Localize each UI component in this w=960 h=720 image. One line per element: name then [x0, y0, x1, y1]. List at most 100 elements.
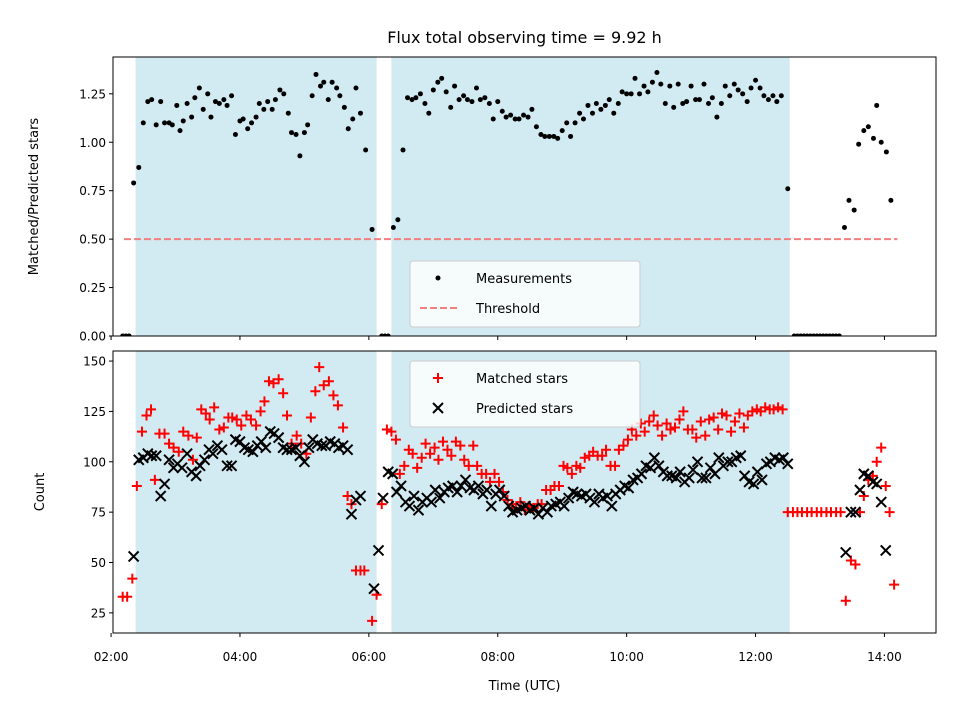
data-point	[425, 496, 438, 508]
data-point	[477, 97, 483, 103]
data-point	[290, 441, 302, 454]
data-point	[835, 507, 846, 518]
y-axis-label: Matched/Predicted stars	[27, 118, 42, 276]
data-point	[269, 106, 275, 112]
data-point	[325, 97, 331, 103]
data-point	[606, 97, 612, 103]
data-point	[442, 444, 453, 455]
data-point	[126, 333, 132, 336]
data-point	[671, 104, 677, 110]
data-point	[512, 116, 518, 122]
data-point	[472, 480, 485, 492]
data-point	[701, 81, 707, 87]
data-point	[463, 460, 474, 471]
data-point	[231, 414, 242, 425]
legend: Matched stars Predicted stars	[409, 360, 641, 428]
series-x	[127, 425, 892, 595]
data-point	[434, 492, 446, 504]
data-point	[880, 544, 892, 557]
data-point	[624, 91, 630, 97]
data-point	[341, 443, 354, 456]
data-point	[422, 101, 428, 106]
data-point	[704, 462, 717, 474]
data-point	[705, 101, 711, 106]
legend: Measurements Threshold	[409, 260, 641, 328]
data-point	[437, 436, 448, 447]
data-point	[713, 452, 725, 464]
data-point	[585, 102, 591, 108]
data-point	[553, 480, 564, 491]
data-point	[889, 579, 900, 590]
data-point	[601, 490, 614, 502]
data-point	[542, 133, 548, 139]
data-point	[169, 122, 175, 128]
data-point	[850, 559, 861, 570]
data-point	[555, 135, 561, 141]
data-point	[489, 468, 500, 479]
data-point	[180, 118, 186, 124]
data-point	[525, 114, 531, 120]
series-dot	[120, 70, 894, 336]
data-point	[757, 85, 763, 91]
data-point	[227, 412, 238, 423]
data-point	[394, 468, 405, 479]
data-point	[429, 442, 440, 453]
data-point	[357, 110, 363, 116]
data-point	[369, 226, 375, 232]
data-point	[149, 97, 155, 103]
data-point	[684, 99, 690, 105]
data-point	[734, 408, 745, 419]
data-point	[846, 197, 852, 203]
data-point	[209, 402, 220, 413]
data-point	[430, 87, 436, 93]
data-point	[334, 85, 340, 91]
data-point	[657, 430, 668, 441]
data-point	[653, 460, 665, 472]
data-point	[192, 95, 198, 101]
data-point	[439, 75, 445, 81]
data-point	[395, 217, 401, 223]
data-point	[381, 424, 392, 435]
y-tick-label: 0.25	[79, 281, 106, 295]
data-point	[738, 422, 749, 433]
plot-frame	[112, 350, 937, 634]
y-tick-label: 1.00	[79, 136, 106, 150]
legend-label: Predicted stars	[476, 402, 573, 417]
data-point	[281, 443, 293, 456]
data-point	[225, 460, 238, 472]
data-point	[575, 462, 586, 473]
data-point	[281, 91, 287, 97]
data-point	[289, 130, 295, 136]
data-point	[538, 132, 544, 137]
data-point	[149, 474, 160, 485]
chart-title: Flux total observing time = 9.92 h	[387, 28, 662, 47]
data-point	[588, 496, 601, 508]
data-point	[628, 91, 634, 97]
legend-box	[409, 360, 641, 428]
data-point	[376, 499, 387, 510]
data-point	[194, 460, 206, 472]
data-point	[159, 428, 170, 439]
data-point	[184, 101, 190, 106]
data-point	[562, 492, 575, 504]
data-point	[875, 496, 887, 508]
data-point	[187, 454, 198, 465]
data-point	[878, 139, 884, 145]
data-point	[883, 149, 889, 155]
data-point	[751, 466, 764, 478]
data-point	[644, 416, 655, 427]
data-point	[622, 434, 633, 445]
data-point	[503, 500, 515, 512]
data-point	[122, 591, 133, 602]
data-point	[469, 99, 475, 105]
data-point	[641, 83, 647, 89]
data-point	[695, 416, 706, 427]
data-point	[146, 404, 157, 415]
data-point	[639, 426, 650, 437]
data-point	[619, 89, 625, 95]
data-point	[345, 126, 351, 132]
data-point	[131, 180, 137, 186]
data-point	[405, 95, 411, 101]
data-point	[568, 133, 574, 139]
legend-marker	[432, 402, 444, 414]
